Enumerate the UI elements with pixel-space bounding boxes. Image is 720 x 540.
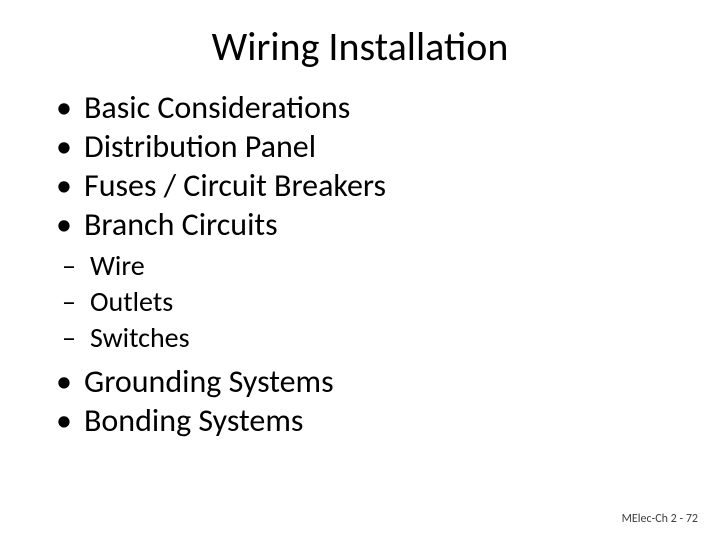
list-item: Bonding Systems <box>50 401 670 440</box>
list-item: Outlets <box>62 284 670 320</box>
list-item: Wire <box>62 248 670 284</box>
list-item: Grounding Systems <box>50 362 670 401</box>
slide-title: Wiring Installation <box>0 22 720 71</box>
list-item: Switches <box>62 320 670 356</box>
slide-body: Basic Considerations Distribution Panel … <box>50 88 670 440</box>
bullet-list-level2: Wire Outlets Switches <box>50 248 670 355</box>
list-item: Fuses / Circuit Breakers <box>50 166 670 205</box>
bullet-list-level1: Grounding Systems Bonding Systems <box>50 362 670 440</box>
list-item: Distribution Panel <box>50 127 670 166</box>
list-item: Branch Circuits <box>50 205 670 244</box>
slide-footer: MElec-Ch 2 - 72 <box>622 512 698 526</box>
bullet-list-level1: Basic Considerations Distribution Panel … <box>50 88 670 244</box>
list-item: Basic Considerations <box>50 88 670 127</box>
